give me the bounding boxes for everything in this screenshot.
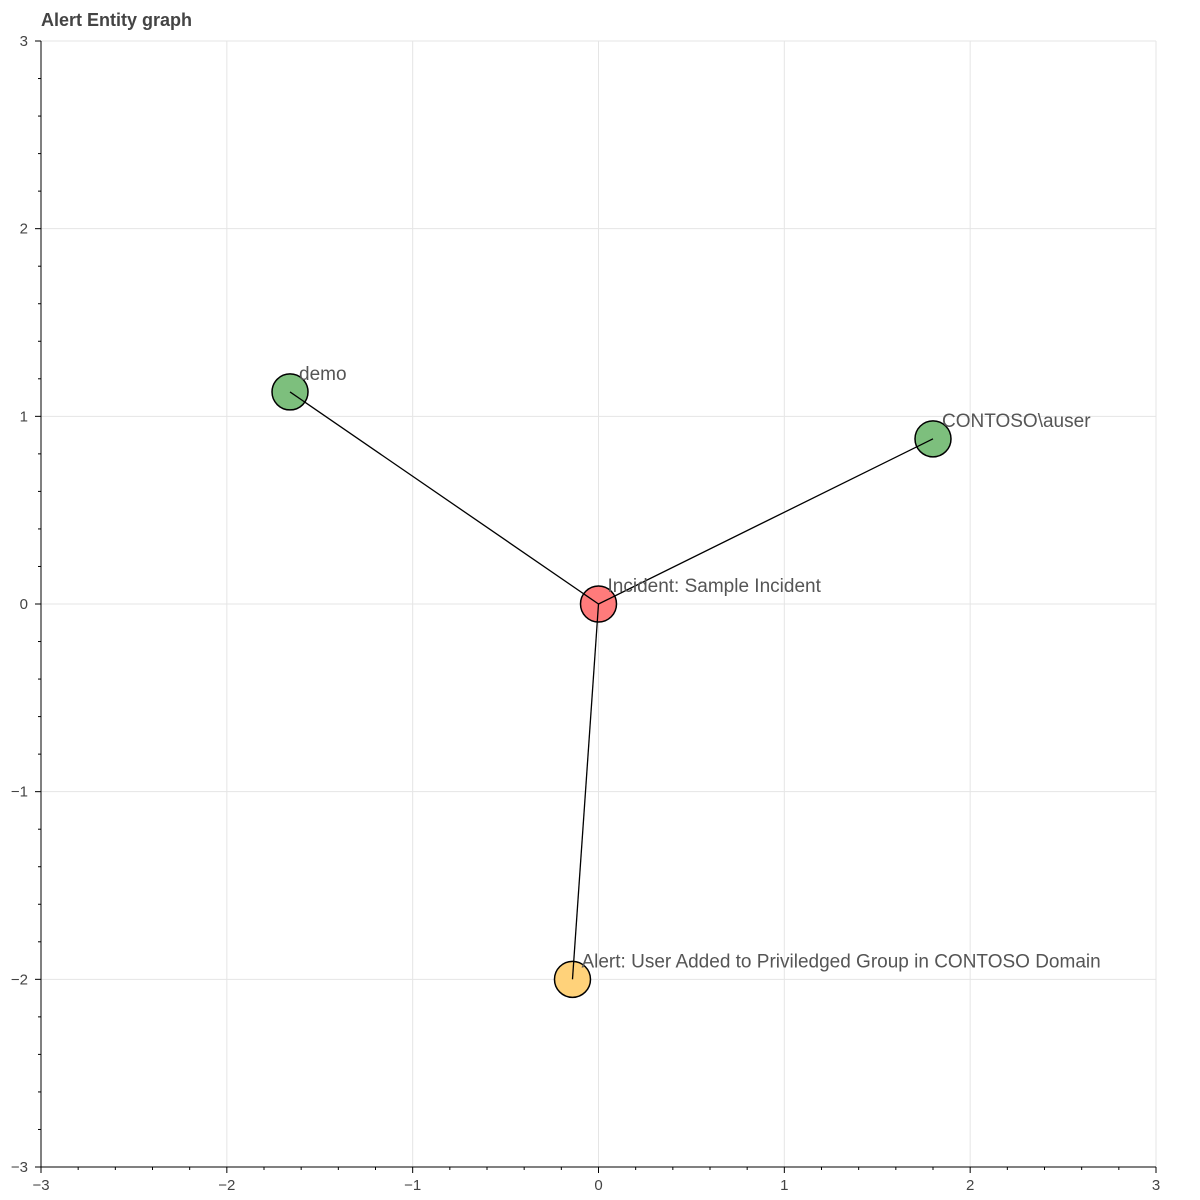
x-tick-label: 0 <box>594 1177 602 1194</box>
x-tick-label: 1 <box>780 1177 788 1194</box>
y-tick-label: −1 <box>11 784 28 801</box>
edge-spoke <box>289 391 306 403</box>
y-tick-label: 1 <box>20 408 28 425</box>
y-tick-label: 0 <box>20 596 28 613</box>
x-tick-label: −1 <box>404 1177 421 1194</box>
axes: −3 −2 −1 0 1 2 3 −3 −2 −1 0 1 2 3 <box>11 33 1160 1194</box>
node-label-alert: Alert: User Added to Priviledged Group i… <box>581 951 1100 972</box>
x-tick-label: −2 <box>218 1177 235 1194</box>
node-label-incident: Incident: Sample Incident <box>608 576 822 597</box>
x-tick-label: 3 <box>1152 1177 1160 1194</box>
edge-spoke <box>571 961 575 980</box>
edge-spoke <box>916 438 934 448</box>
graph-edges <box>289 391 934 980</box>
y-tick-label: 3 <box>20 33 28 50</box>
edge-incident-auser <box>598 438 934 605</box>
node-labels: demo CONTOSO\auser Incident: Sample Incide… <box>299 364 1101 972</box>
x-tick-label: −3 <box>32 1177 49 1194</box>
edge-incident-demo <box>289 391 599 605</box>
edge-incident-alert <box>571 603 600 980</box>
node-label-auser: CONTOSO\auser <box>942 411 1091 432</box>
y-tick-label: 2 <box>20 221 28 238</box>
chart-title: Alert Entity graph <box>41 10 193 30</box>
y-tick-label: −3 <box>11 1159 28 1176</box>
edge-spoke <box>596 603 600 623</box>
edge-spoke <box>598 595 615 605</box>
y-tick-label: −2 <box>11 971 28 988</box>
x-tick-label: 2 <box>966 1177 974 1194</box>
node-label-demo: demo <box>299 364 347 385</box>
graph-nodes <box>271 373 952 999</box>
edge-spoke <box>583 593 599 605</box>
